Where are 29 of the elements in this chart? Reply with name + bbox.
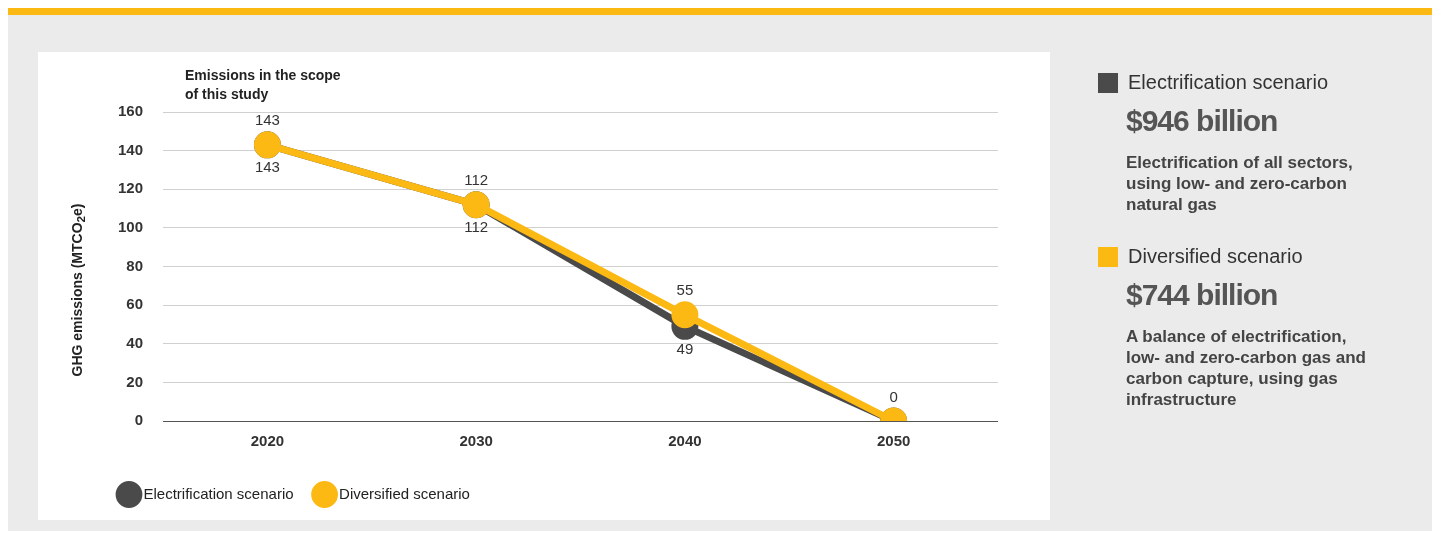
y-tick-label: 60	[126, 295, 144, 313]
y-tick-label: 0	[134, 411, 144, 429]
legend-label: Diversified scenario	[339, 484, 470, 502]
y-tick-label: 160	[118, 102, 144, 120]
x-tick-label: 2040	[668, 432, 702, 450]
data-label: 55	[676, 281, 694, 299]
y-tick-label: 100	[118, 218, 144, 236]
data-label: 112	[464, 171, 489, 189]
text: A balance of electrification, low- and zero-carbon gas and carbon capture, using gas infrastructure	[1126, 326, 1367, 410]
y-tick-label: 20	[126, 372, 144, 390]
x-tick-label: 2030	[459, 432, 493, 450]
text: Electrification of all sectors, using low- and zero-carbon natural gas	[1126, 152, 1354, 215]
x-tick-label: 2050	[876, 432, 911, 450]
data-label: 112	[464, 218, 489, 236]
x-tick-label: 2020	[250, 432, 285, 450]
data-label: 49	[676, 340, 694, 358]
legend-label: Electrification scenario	[143, 484, 294, 502]
y-tick-label: 120	[118, 179, 144, 197]
y-tick-label: 40	[126, 333, 144, 351]
chart-subtitle: Emissions in the scope of this study	[185, 66, 342, 104]
text: $946 billion	[1126, 104, 1279, 138]
text: $744 billion	[1126, 278, 1279, 312]
y-tick-label: 140	[118, 140, 144, 158]
y-tick-label: 80	[126, 256, 144, 274]
data-label: 143	[254, 111, 280, 129]
data-label: 0	[889, 387, 898, 405]
text: Electrification scenario	[1127, 71, 1330, 94]
text: Diversified scenario	[1127, 245, 1304, 268]
data-label: 143	[254, 158, 280, 176]
